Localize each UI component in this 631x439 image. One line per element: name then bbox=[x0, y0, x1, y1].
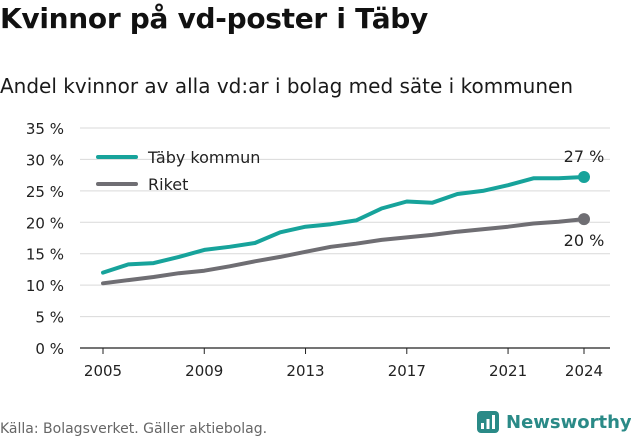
y-tick-label: 0 % bbox=[35, 340, 64, 358]
source-note: Källa: Bolagsverket. Gäller aktiebolag. bbox=[0, 421, 268, 437]
y-tick-label: 15 % bbox=[26, 246, 64, 264]
x-tick-label: 2017 bbox=[388, 362, 426, 380]
brand-logo: Newsworthy bbox=[476, 408, 631, 436]
series-line bbox=[101, 175, 586, 275]
end-label: 20 % bbox=[564, 231, 605, 250]
x-tick-label: 2005 bbox=[84, 362, 122, 380]
x-tick-label: 2009 bbox=[185, 362, 223, 380]
y-tick-label: 30 % bbox=[26, 151, 64, 169]
newsworthy-icon bbox=[477, 411, 499, 433]
y-tick-label: 20 % bbox=[26, 214, 64, 232]
chart-title: Kvinnor på vd-poster i Täby bbox=[0, 2, 428, 35]
end-point bbox=[578, 171, 590, 184]
legend-label: Riket bbox=[148, 175, 188, 194]
x-tick-label: 2013 bbox=[286, 362, 324, 380]
y-tick-label: 25 % bbox=[26, 183, 64, 201]
y-tick-label: 5 % bbox=[35, 309, 64, 327]
x-tick-label: 2024 bbox=[565, 362, 603, 380]
x-tick-label: 2021 bbox=[489, 362, 527, 380]
y-tick-label: 10 % bbox=[26, 277, 64, 295]
end-point bbox=[578, 213, 590, 226]
chart-subtitle: Andel kvinnor av alla vd:ar i bolag med … bbox=[0, 74, 573, 98]
end-label: 27 % bbox=[564, 147, 605, 166]
series-line bbox=[101, 217, 586, 286]
legend-label: Täby kommun bbox=[147, 148, 260, 167]
y-tick-label: 35 % bbox=[26, 120, 64, 138]
brand-name: Newsworthy bbox=[506, 411, 631, 433]
